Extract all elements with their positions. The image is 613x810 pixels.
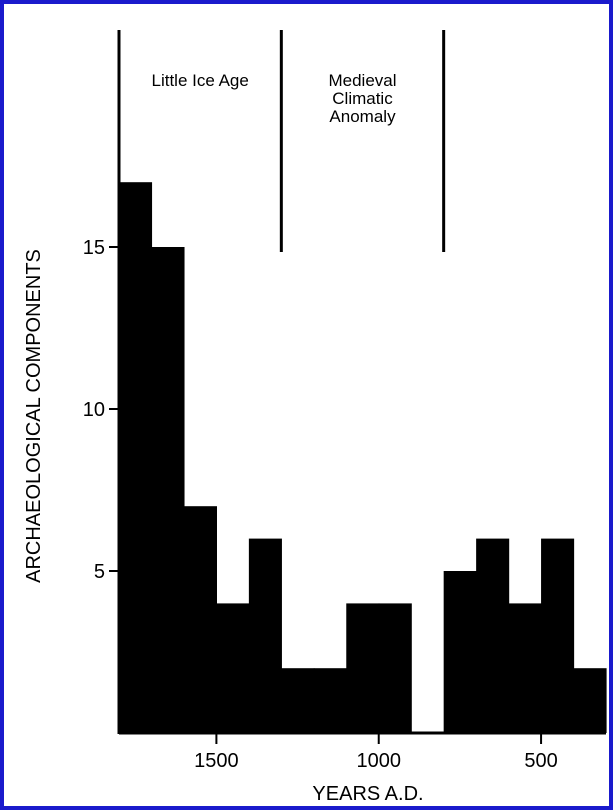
y-tick-label-15: 15 — [83, 237, 105, 259]
bar-500-400 — [541, 538, 575, 733]
period-dividers — [117, 30, 446, 252]
y-tick-label-5: 5 — [94, 561, 105, 583]
bar-400-300 — [573, 668, 607, 733]
bar-1000-900 — [378, 603, 412, 733]
period-label-1-line-2: Anomaly — [329, 107, 396, 126]
y-axis-title: ARCHAEOLOGICAL COMPONENTS — [23, 249, 45, 583]
bar-1200-1100 — [313, 668, 347, 733]
bar-1600-1500 — [183, 506, 217, 733]
period-label-0-line-0: Little Ice Age — [151, 71, 248, 90]
bar-1300-1200 — [281, 668, 315, 733]
x-tick-label-1000: 1000 — [356, 750, 401, 772]
bars-group — [119, 182, 607, 734]
period-label-1-line-1: Climatic — [332, 89, 393, 108]
period-label-1-line-0: Medieval — [328, 71, 396, 90]
bar-1800-1700 — [119, 182, 153, 733]
bar-800-700 — [443, 571, 477, 733]
x-tick-label-1500: 1500 — [194, 750, 239, 772]
axes-group: 5 10 15 1500 1000 500 — [83, 85, 606, 772]
x-tick-label-500: 500 — [524, 750, 557, 772]
bar-700-600 — [476, 538, 510, 733]
bar-1700-1600 — [151, 247, 185, 733]
bar-1500-1400 — [216, 603, 250, 733]
bar-1400-1300 — [248, 538, 282, 733]
bar-1100-1000 — [346, 603, 380, 733]
bar-600-500 — [508, 603, 542, 733]
x-axis-title: YEARS A.D. — [312, 783, 423, 805]
y-tick-label-10: 10 — [83, 399, 105, 421]
